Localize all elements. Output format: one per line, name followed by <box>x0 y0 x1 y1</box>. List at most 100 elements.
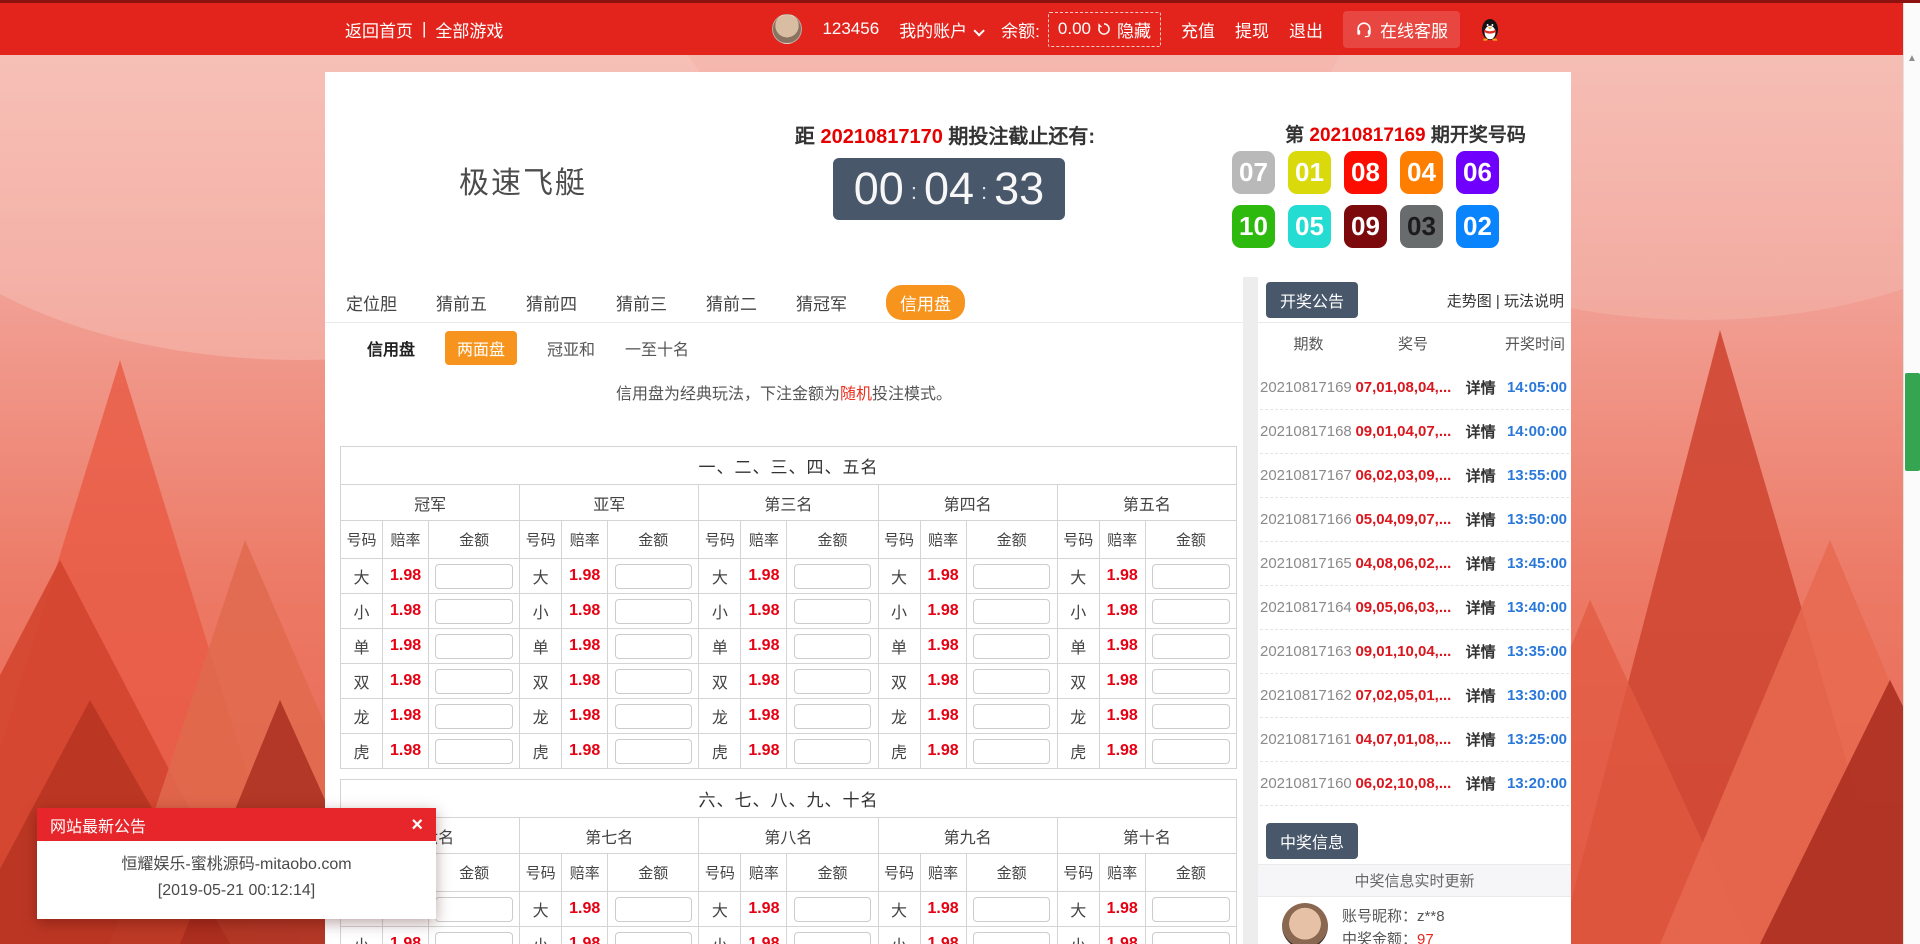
game-tab[interactable]: 定位胆 <box>346 294 397 314</box>
bet-option[interactable]: 龙 <box>698 698 742 734</box>
arrow-up-icon[interactable]: ▲ <box>1907 53 1917 64</box>
bet-option[interactable]: 双 <box>519 663 563 699</box>
detail-link[interactable]: 详情 <box>1465 776 1496 793</box>
bet-option[interactable]: 小 <box>339 926 384 944</box>
bet-amount-input[interactable] <box>793 598 872 624</box>
bet-amount-input[interactable] <box>1152 668 1230 694</box>
sub-tab[interactable]: 信用盘 <box>367 342 416 359</box>
bet-option[interactable]: 虎 <box>339 733 384 769</box>
bet-amount-input[interactable] <box>793 563 872 589</box>
detail-link[interactable]: 详情 <box>1465 644 1496 661</box>
bet-option[interactable]: 虎 <box>1056 733 1100 769</box>
scrollbar-thumb[interactable] <box>1905 373 1920 471</box>
detail-link[interactable]: 详情 <box>1465 512 1496 529</box>
all-games-link[interactable]: 全部游戏 <box>435 21 504 41</box>
rules-link[interactable]: 玩法说明 <box>1503 292 1564 310</box>
bet-option[interactable]: 小 <box>519 926 563 944</box>
sub-tab[interactable]: 两面盘 <box>445 331 518 365</box>
game-tab[interactable]: 猜前三 <box>616 294 667 314</box>
bet-amount-input[interactable] <box>435 896 513 922</box>
bet-option[interactable]: 小 <box>1056 926 1100 944</box>
bet-option[interactable]: 小 <box>339 593 384 629</box>
bet-amount-input[interactable] <box>972 598 1051 624</box>
detail-link[interactable]: 详情 <box>1465 380 1496 397</box>
home-link[interactable]: 返回首页 <box>345 21 413 41</box>
game-tab[interactable]: 猜前四 <box>526 294 577 314</box>
bet-option[interactable]: 虎 <box>877 733 921 769</box>
bet-amount-input[interactable] <box>614 931 693 944</box>
bet-amount-input[interactable] <box>1152 598 1230 624</box>
bet-amount-input[interactable] <box>972 633 1051 659</box>
bet-option[interactable]: 龙 <box>877 698 921 734</box>
bet-amount-input[interactable] <box>614 896 693 922</box>
bet-option[interactable]: 小 <box>877 593 921 629</box>
bet-option[interactable]: 双 <box>698 663 742 699</box>
bet-option[interactable]: 龙 <box>1056 698 1100 734</box>
bet-amount-input[interactable] <box>1152 633 1230 659</box>
bet-option[interactable]: 龙 <box>519 698 563 734</box>
bet-amount-input[interactable] <box>435 633 513 659</box>
detail-link[interactable]: 详情 <box>1465 688 1496 705</box>
sub-tab[interactable]: 冠亚和 <box>547 342 596 359</box>
bet-option[interactable]: 小 <box>698 593 742 629</box>
bet-amount-input[interactable] <box>614 668 693 694</box>
bet-amount-input[interactable] <box>793 738 872 764</box>
bet-amount-input[interactable] <box>435 738 513 764</box>
detail-link[interactable]: 详情 <box>1465 732 1496 749</box>
bet-amount-input[interactable] <box>1152 738 1230 764</box>
hide-balance-link[interactable]: 隐藏 <box>1117 21 1151 41</box>
bet-amount-input[interactable] <box>435 598 513 624</box>
bet-amount-input[interactable] <box>435 668 513 694</box>
bet-option[interactable]: 小 <box>1056 593 1100 629</box>
bet-amount-input[interactable] <box>972 668 1051 694</box>
bet-option[interactable]: 单 <box>339 628 384 664</box>
bet-option[interactable]: 单 <box>877 628 921 664</box>
bet-option[interactable]: 虎 <box>698 733 742 769</box>
qq-penguin-icon[interactable] <box>1480 17 1500 41</box>
bet-amount-input[interactable] <box>793 633 872 659</box>
bet-amount-input[interactable] <box>435 931 513 944</box>
bet-amount-input[interactable] <box>435 703 513 729</box>
bet-amount-input[interactable] <box>793 896 872 922</box>
bet-amount-input[interactable] <box>614 598 693 624</box>
bet-option[interactable]: 大 <box>877 558 921 594</box>
bet-amount-input[interactable] <box>793 668 872 694</box>
bet-amount-input[interactable] <box>1152 703 1230 729</box>
bet-option[interactable]: 双 <box>339 663 384 699</box>
bet-amount-input[interactable] <box>614 633 693 659</box>
page-scrollbar[interactable]: ▲ <box>1903 3 1920 944</box>
winning-info-button[interactable]: 中奖信息 <box>1266 823 1359 859</box>
bet-option[interactable]: 龙 <box>339 698 384 734</box>
bet-amount-input[interactable] <box>793 931 872 944</box>
bet-option[interactable]: 大 <box>1056 891 1100 927</box>
bet-amount-input[interactable] <box>1152 931 1230 944</box>
detail-link[interactable]: 详情 <box>1465 424 1496 441</box>
bet-amount-input[interactable] <box>972 703 1051 729</box>
bet-option[interactable]: 大 <box>339 558 384 594</box>
bet-option[interactable]: 虎 <box>519 733 563 769</box>
bet-amount-input[interactable] <box>972 931 1051 944</box>
bet-amount-input[interactable] <box>972 738 1051 764</box>
bet-option[interactable]: 大 <box>519 558 563 594</box>
bet-option[interactable]: 大 <box>698 558 742 594</box>
bet-option[interactable]: 小 <box>877 926 921 944</box>
trend-chart-link[interactable]: 走势图 <box>1446 292 1492 310</box>
recharge-link[interactable]: 充值 <box>1181 21 1215 41</box>
bet-option[interactable]: 双 <box>877 663 921 699</box>
game-tab[interactable]: 猜前二 <box>706 294 757 314</box>
sub-tab[interactable]: 一至十名 <box>625 342 690 359</box>
detail-link[interactable]: 详情 <box>1465 468 1496 485</box>
bet-amount-input[interactable] <box>793 703 872 729</box>
user-avatar[interactable] <box>772 14 803 44</box>
bet-amount-input[interactable] <box>972 563 1051 589</box>
bet-option[interactable]: 单 <box>698 628 742 664</box>
detail-link[interactable]: 详情 <box>1465 600 1496 617</box>
bet-option[interactable]: 大 <box>519 891 563 927</box>
game-tab[interactable]: 信用盘 <box>886 284 965 320</box>
refresh-icon[interactable] <box>1097 22 1111 36</box>
bet-option[interactable]: 大 <box>877 891 921 927</box>
bet-option[interactable]: 双 <box>1056 663 1100 699</box>
bet-option[interactable]: 小 <box>519 593 563 629</box>
withdraw-link[interactable]: 提现 <box>1235 21 1269 41</box>
close-icon[interactable]: × <box>411 813 423 836</box>
